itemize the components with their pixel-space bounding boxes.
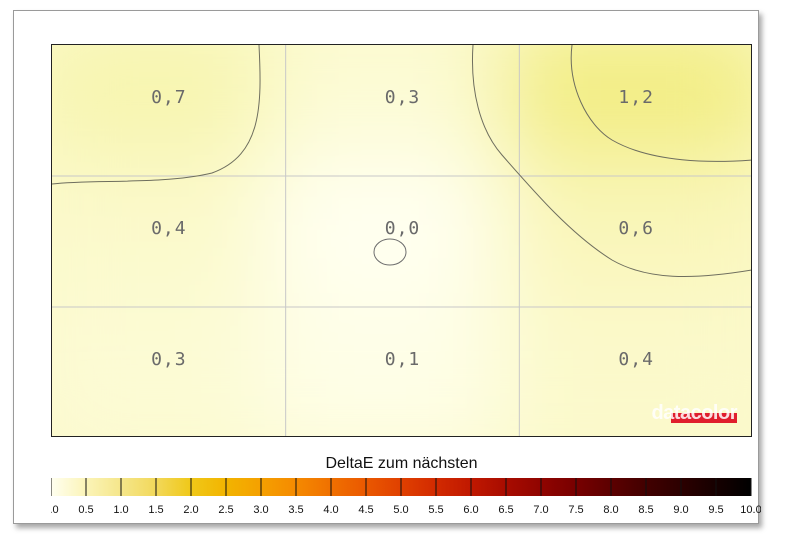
scale-tick-label: 2.0 — [183, 504, 198, 516]
contour-line — [570, 45, 751, 162]
scale-tick-label: 6.5 — [498, 504, 513, 516]
scale-tick-label: 8.5 — [638, 504, 653, 516]
scale-tick-label: 1.5 — [148, 504, 163, 516]
legend-title: DeltaE zum nächsten — [325, 455, 478, 472]
scale-tick-label: 4.0 — [323, 504, 338, 516]
cell-value-label: 0,4 — [151, 218, 187, 239]
scale-tick-label: 9.0 — [673, 504, 688, 516]
scale-tick-label: 7.0 — [533, 504, 548, 516]
scale-tick-label: 8.0 — [603, 504, 618, 516]
cell-value-label: 0,1 — [385, 349, 421, 370]
heat-cell — [52, 287, 306, 436]
cell-value-label: 0,3 — [151, 349, 187, 370]
cell-value-label: 0,6 — [618, 218, 654, 239]
contour-line — [52, 45, 261, 185]
heat-field — [52, 45, 751, 436]
scale-tick-label: 3.5 — [288, 504, 303, 516]
cell-value-label: 0,3 — [385, 87, 421, 108]
scale-tick-label: 4.5 — [358, 504, 373, 516]
brand-logo: datacolor — [651, 402, 737, 424]
scale-tick-label: 1.0 — [113, 504, 128, 516]
color-scale: 0.0 0.5 1.0 1.5 2.0 2.5 3.0 3.5 4.0 4.5 5.0 5.5 6.0 6… — [51, 478, 761, 516]
scale-tick-label: 5.0 — [393, 504, 408, 516]
heat-cell — [499, 287, 751, 436]
heatmap-svg: 0,7 0,3 1,2 0,4 0,0 0,6 0,3 0,1 0,4 — [52, 45, 751, 436]
report-frame: 0,7 0,3 1,2 0,4 0,0 0,6 0,3 0,1 0,4 datacolor De… — [13, 10, 761, 524]
cell-value-label: 0,0 — [385, 218, 421, 239]
cell-value-label: 0,4 — [618, 349, 654, 370]
scale-tick-label: 0.5 — [78, 504, 93, 516]
scale-tick-label: 9.5 — [708, 504, 723, 516]
scale-tick-label: 0.0 — [51, 504, 59, 516]
heat-cell — [265, 287, 540, 436]
cell-value-label: 0,7 — [151, 87, 187, 108]
scale-tick-label: 2.5 — [218, 504, 233, 516]
scale-tick-label: 5.5 — [428, 504, 443, 516]
contour-line — [373, 238, 407, 266]
scale-tick-label: 3.0 — [253, 504, 268, 516]
scale-tick-label: 7.5 — [568, 504, 583, 516]
scale-tick-label: 6.0 — [463, 504, 478, 516]
scale-tick-label: 10.0 — [740, 504, 761, 516]
contour-line — [472, 45, 751, 278]
brand-bar — [671, 413, 737, 423]
cell-value-label: 1,2 — [618, 87, 654, 108]
uniformity-heatmap: 0,7 0,3 1,2 0,4 0,0 0,6 0,3 0,1 0,4 datacolor — [51, 44, 752, 437]
